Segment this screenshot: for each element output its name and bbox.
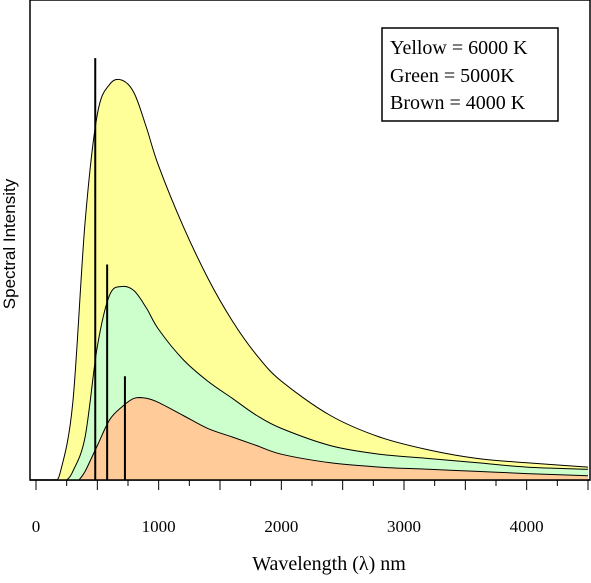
x-tick-label: 1000 bbox=[142, 517, 176, 536]
series-areas bbox=[53, 78, 589, 481]
area-brown-4000k bbox=[78, 397, 589, 480]
curve-green-5000k bbox=[66, 285, 589, 481]
x-axis-label: Wavelength (λ) nm bbox=[252, 553, 406, 575]
x-tick-label: 4000 bbox=[510, 517, 544, 536]
y-axis-label: Spectral Intensity bbox=[0, 178, 19, 309]
x-tick-label: 3000 bbox=[387, 517, 421, 536]
legend-entry-green: Green = 5000K bbox=[390, 65, 515, 87]
legend: Yellow = 6000 K Green = 5000K Brown = 40… bbox=[381, 27, 559, 122]
x-tick-label: 0 bbox=[32, 517, 41, 536]
x-axis-ticks: 0 1000 2000 3000 4000 bbox=[32, 480, 589, 536]
legend-entry-yellow: Yellow = 6000 K bbox=[390, 37, 528, 59]
legend-entry-brown: Brown = 4000 K bbox=[390, 92, 526, 114]
curve-brown-4000k bbox=[78, 397, 589, 481]
x-tick-label: 2000 bbox=[264, 517, 298, 536]
legend-box bbox=[381, 27, 559, 122]
curve-yellow-6000k bbox=[53, 78, 589, 481]
peak-markers bbox=[94, 58, 126, 480]
